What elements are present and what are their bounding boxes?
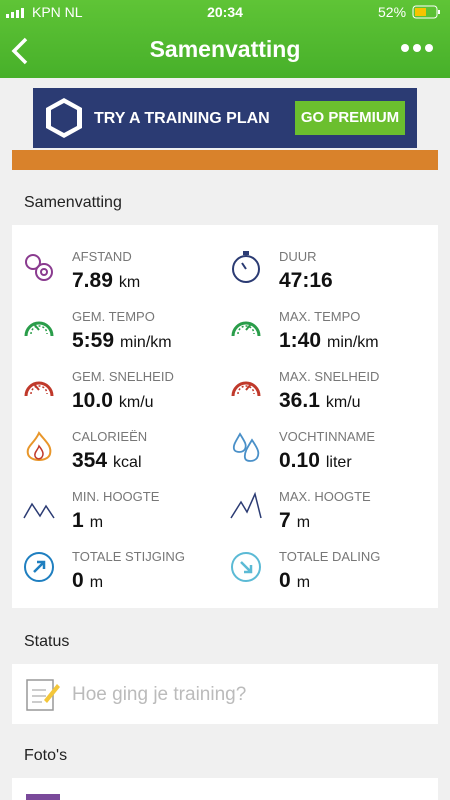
stat-label: TOTALE STIJGING bbox=[72, 549, 185, 564]
stat-icon bbox=[24, 552, 54, 582]
photo-icon bbox=[26, 794, 60, 800]
stat-number: 0.10 bbox=[279, 449, 320, 472]
stat-icon bbox=[23, 502, 55, 519]
signal-icon bbox=[6, 8, 24, 18]
stat-number: 0 bbox=[279, 569, 291, 592]
stat-label: TOTALE DALING bbox=[279, 549, 381, 564]
stat-unit: liter bbox=[325, 454, 352, 471]
stat-number: 5:59 bbox=[72, 329, 115, 352]
stat-icon bbox=[24, 381, 54, 397]
section-title: Foto's bbox=[24, 747, 68, 764]
status-placeholder: Hoe ging je training? bbox=[72, 684, 247, 705]
stat-value: 47:16 bbox=[279, 269, 333, 293]
stat-value: 1:40 min/km bbox=[279, 329, 379, 353]
stat-unit: min/km bbox=[120, 334, 172, 351]
battery-level: 52% bbox=[378, 4, 407, 20]
stat-label: AFSTAND bbox=[72, 249, 132, 264]
stat-value: 354 kcal bbox=[72, 449, 142, 473]
stat-label: MAX. HOOGTE bbox=[279, 489, 371, 504]
promo-strip bbox=[12, 150, 438, 170]
photos-card bbox=[12, 778, 438, 800]
stat-icon bbox=[230, 491, 262, 519]
stat-number: 36.1 bbox=[279, 389, 320, 412]
stat-unit: m bbox=[89, 514, 104, 531]
battery-icon bbox=[412, 5, 440, 19]
stat-label: CALORIEËN bbox=[72, 429, 148, 444]
stat-number: 7 bbox=[279, 509, 291, 532]
stat-icon bbox=[231, 321, 261, 337]
premium-button[interactable]: GO PREMIUM bbox=[295, 101, 405, 135]
stat-unit: m bbox=[89, 574, 104, 591]
stat-icon bbox=[231, 381, 261, 397]
plan-icon bbox=[46, 98, 82, 138]
stats-card bbox=[12, 225, 438, 608]
stat-icon bbox=[24, 321, 54, 337]
stat-unit: m bbox=[296, 514, 311, 531]
stat-number: 1 bbox=[72, 509, 84, 532]
stat-label: DUUR bbox=[279, 249, 317, 264]
stat-unit: km bbox=[118, 274, 141, 291]
back-button[interactable] bbox=[8, 36, 32, 66]
stat-number: 10.0 bbox=[72, 389, 113, 412]
stat-value: 36.1 km/u bbox=[279, 389, 361, 413]
stat-value: 0.10 liter bbox=[279, 449, 352, 473]
stat-unit: m bbox=[296, 574, 311, 591]
carrier: KPN NL bbox=[32, 4, 83, 20]
stat-number: 47:16 bbox=[279, 269, 333, 292]
status-card[interactable] bbox=[12, 664, 438, 724]
time: 20:34 bbox=[207, 4, 243, 20]
section-title: Samenvatting bbox=[24, 194, 122, 211]
note-icon bbox=[26, 679, 60, 711]
stat-icon bbox=[26, 431, 52, 461]
stat-icon bbox=[231, 552, 261, 582]
banner-text: TRY A TRAINING PLAN bbox=[94, 110, 270, 127]
stat-label: MAX. TEMPO bbox=[279, 309, 361, 324]
stat-icon bbox=[232, 251, 260, 283]
stat-unit: kcal bbox=[113, 454, 142, 471]
stat-label: VOCHTINNAME bbox=[279, 429, 376, 444]
stat-value: 7.89 km bbox=[72, 269, 140, 293]
stat-icon bbox=[232, 432, 260, 462]
stat-unit: min/km bbox=[327, 334, 379, 351]
stat-label: GEM. SNELHEID bbox=[72, 369, 174, 384]
stat-number: 0 bbox=[72, 569, 84, 592]
stat-label: GEM. TEMPO bbox=[72, 309, 155, 324]
section-title: Status bbox=[24, 633, 70, 650]
stat-number: 354 bbox=[72, 449, 108, 472]
stat-unit: km/u bbox=[325, 394, 361, 411]
stat-label: MIN. HOOGTE bbox=[72, 489, 160, 504]
stat-icon bbox=[25, 254, 53, 281]
stat-number: 7.89 bbox=[72, 269, 113, 292]
more-button[interactable] bbox=[400, 42, 434, 54]
stat-label: MAX. SNELHEID bbox=[279, 369, 380, 384]
header-bar bbox=[0, 0, 450, 78]
stat-unit: km/u bbox=[118, 394, 154, 411]
stat-value: 10.0 km/u bbox=[72, 389, 154, 413]
stat-number: 1:40 bbox=[279, 329, 322, 352]
screen-title: Samenvatting bbox=[149, 36, 301, 62]
stat-value: 5:59 min/km bbox=[72, 329, 172, 353]
